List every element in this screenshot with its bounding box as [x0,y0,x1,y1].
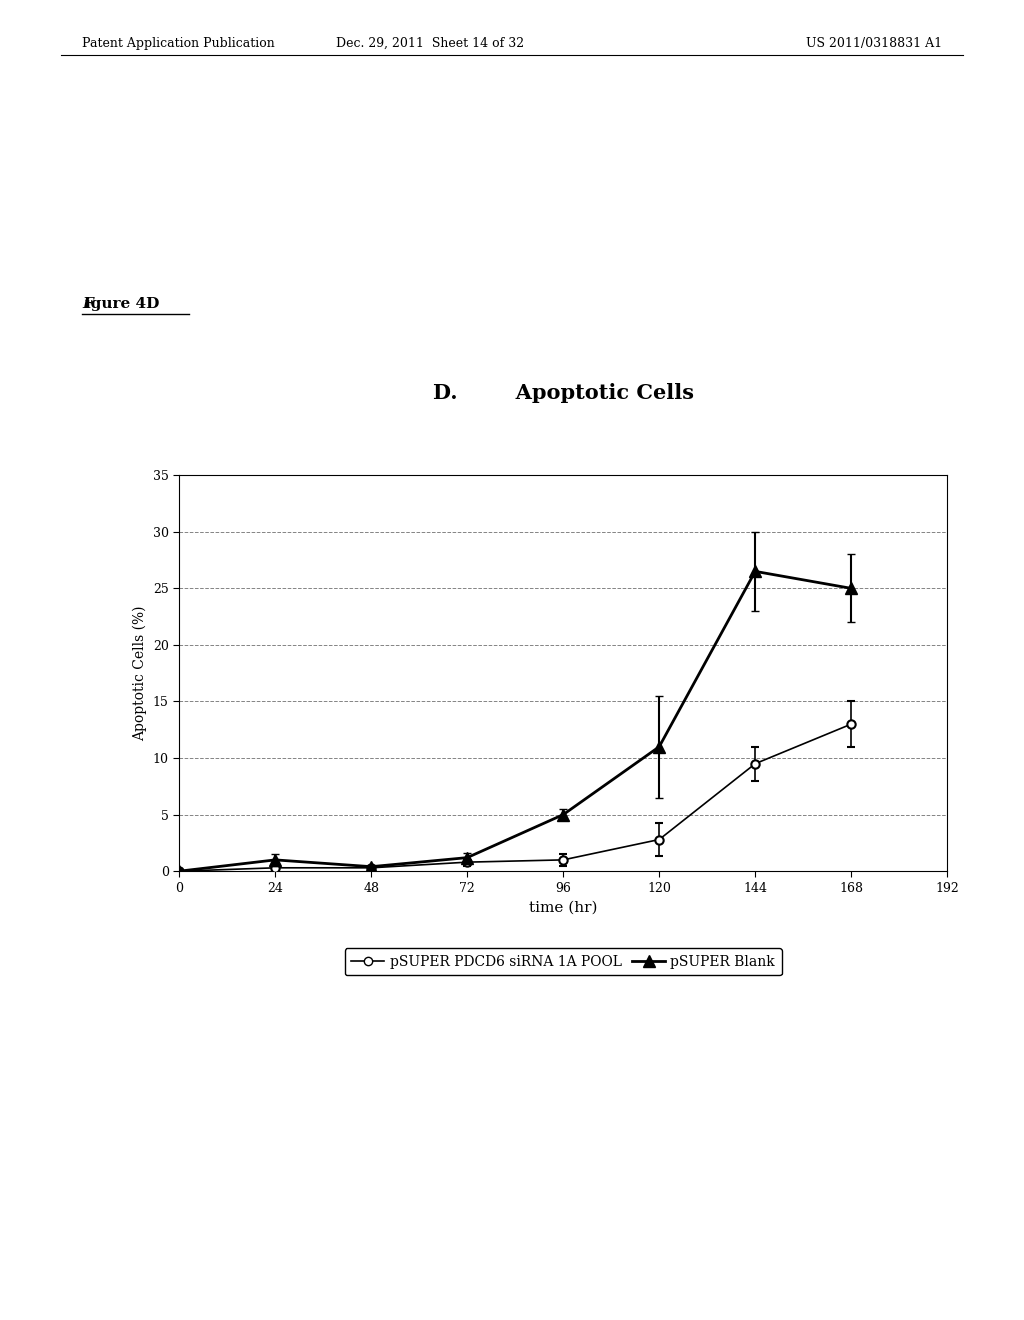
Text: D.        Apoptotic Cells: D. Apoptotic Cells [433,383,693,403]
Text: US 2011/0318831 A1: US 2011/0318831 A1 [806,37,942,50]
Text: F: F [82,297,93,312]
Text: Patent Application Publication: Patent Application Publication [82,37,274,50]
Text: igure 4D: igure 4D [85,297,160,312]
Legend: pSUPER PDCD6 siRNA 1A POOL, pSUPER Blank: pSUPER PDCD6 siRNA 1A POOL, pSUPER Blank [345,948,781,975]
X-axis label: time (hr): time (hr) [529,900,597,915]
Y-axis label: Apoptotic Cells (%): Apoptotic Cells (%) [133,606,147,741]
Text: Dec. 29, 2011  Sheet 14 of 32: Dec. 29, 2011 Sheet 14 of 32 [336,37,524,50]
